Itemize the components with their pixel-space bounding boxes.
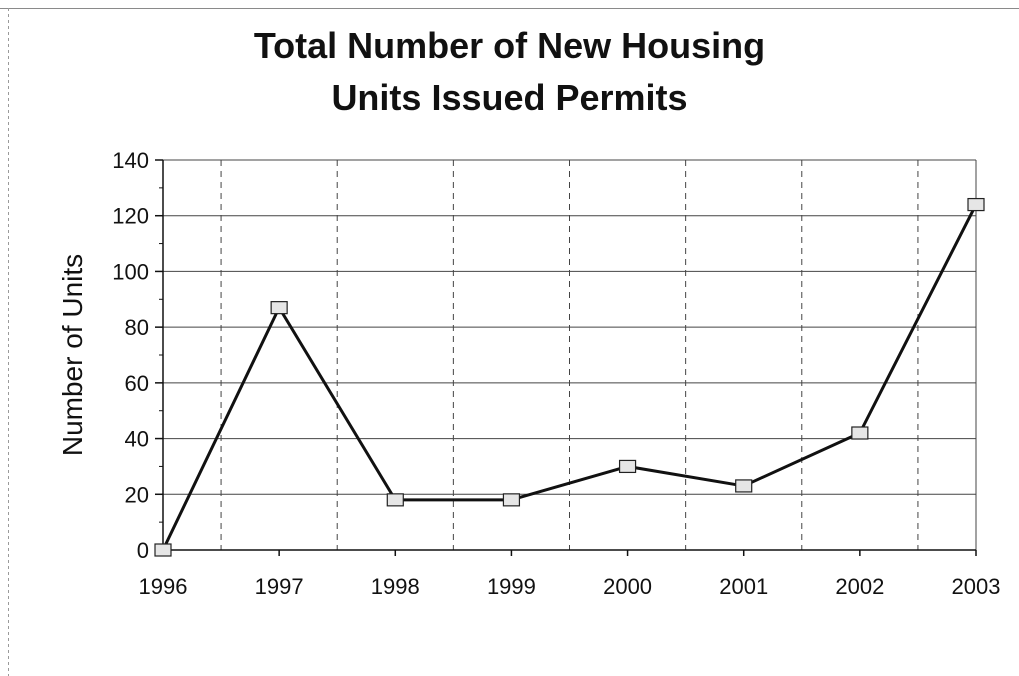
- x-tick-label: 2000: [603, 574, 652, 599]
- y-tick-label: 140: [112, 148, 149, 173]
- marker-layer: [154, 197, 985, 557]
- x-tick-label: 2002: [835, 574, 884, 599]
- x-tick-label: 2003: [952, 574, 1001, 599]
- data-point-marker: [851, 426, 869, 440]
- chart-title-line-1: Total Number of New Housing: [253, 25, 766, 66]
- y-tick-label: 100: [112, 259, 149, 284]
- data-point-marker: [386, 493, 404, 507]
- axis-layer: [155, 159, 977, 556]
- data-point-marker: [270, 301, 288, 315]
- x-tick-label: 1996: [139, 574, 188, 599]
- data-point-marker: [154, 543, 172, 557]
- y-axis-title: Number of Units: [57, 254, 88, 456]
- frame-left-border: [8, 8, 9, 676]
- series-layer: [161, 203, 978, 551]
- data-point-marker: [618, 459, 637, 474]
- x-tick-label: 1998: [371, 574, 420, 599]
- x-tick-label: 1997: [255, 574, 304, 599]
- x-tick-label: 2001: [719, 574, 768, 599]
- y-tick-label: 40: [125, 427, 149, 452]
- frame-top-border: [0, 8, 1019, 9]
- y-tick-label: 20: [125, 482, 149, 507]
- y-tick-label: 120: [112, 204, 149, 229]
- y-tick-label: 60: [125, 371, 149, 396]
- grid-layer: [163, 159, 977, 551]
- y-tick-label: 0: [137, 538, 149, 563]
- data-point-marker: [502, 493, 521, 507]
- series-line: [161, 203, 978, 551]
- x-tick-label: 1999: [487, 574, 536, 599]
- data-point-marker: [967, 197, 985, 212]
- data-point-marker: [735, 479, 753, 493]
- chart-title-line-2: Units Issued Permits: [331, 77, 688, 118]
- label-layer: 0 20 40 60 80 100 120 140 1996 1997 1998 1999 2000 20…: [112, 148, 1000, 599]
- y-tick-label: 80: [125, 315, 149, 340]
- chart-title: Total Number of New Housing Units Issued…: [0, 20, 1019, 124]
